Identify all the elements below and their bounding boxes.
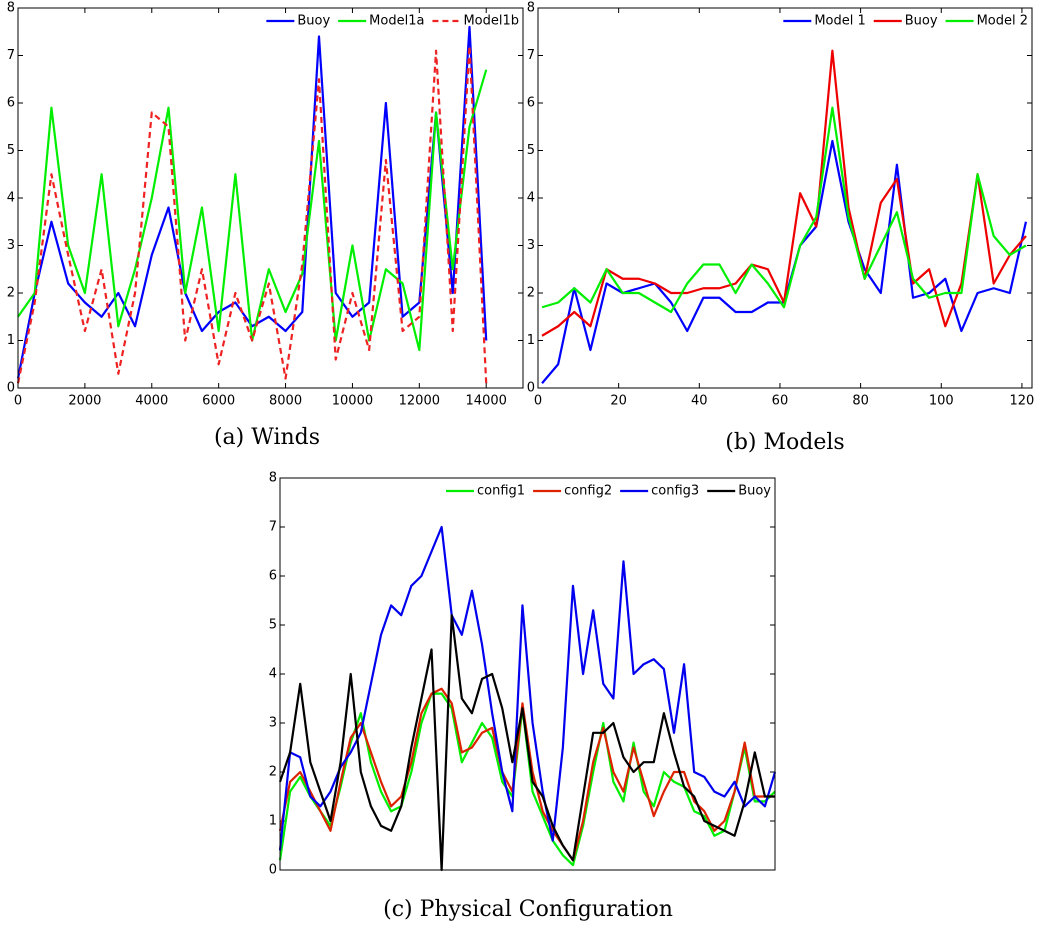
legend-label: Model1b <box>463 14 519 29</box>
y-tick-label: 5 <box>527 143 535 158</box>
x-tick-label: 2000 <box>68 394 101 409</box>
y-tick-label: 0 <box>527 381 535 396</box>
y-tick-label: 0 <box>269 863 277 878</box>
y-tick-label: 8 <box>527 1 535 16</box>
y-tick-label: 8 <box>7 1 15 16</box>
caption: (c) Physical Configuration <box>383 897 673 922</box>
x-tick-label: 80 <box>852 394 869 409</box>
y-tick-label: 1 <box>269 814 277 829</box>
axes-box <box>537 7 1033 389</box>
x-tick-label: 20 <box>610 394 627 409</box>
legend-label: Model 1 <box>814 14 865 29</box>
legend: Buoy Model1a Model1b <box>266 14 519 29</box>
y-tick-label: 4 <box>7 191 15 206</box>
y-tick-label: 6 <box>7 96 15 111</box>
caption: (b) Models <box>725 430 844 455</box>
y-tick-label: 5 <box>7 143 15 158</box>
y-tick-label: 2 <box>527 286 535 301</box>
x-tick-label: 0 <box>534 394 542 409</box>
y-tick-label: 6 <box>527 96 535 111</box>
y-tick-label: 4 <box>269 667 277 682</box>
y-tick-label: 3 <box>269 716 277 731</box>
y-tick-label: 5 <box>269 618 277 633</box>
x-tick-label: 6000 <box>202 394 235 409</box>
y-tick-label: 0 <box>7 381 15 396</box>
x-tick-label: 100 <box>929 394 954 409</box>
legend-label: config3 <box>651 484 699 499</box>
y-tick-label: 3 <box>527 238 535 253</box>
x-tick-label: 0 <box>14 394 22 409</box>
legend-label: config2 <box>564 484 612 499</box>
data-line <box>541 49 1027 337</box>
legend-label: config1 <box>477 484 525 499</box>
y-tick-label: 3 <box>7 238 15 253</box>
legend-label: Buoy <box>905 14 938 29</box>
y-tick-label: 2 <box>269 765 277 780</box>
x-tick-label: 60 <box>772 394 789 409</box>
y-tick-label: 1 <box>7 333 15 348</box>
y-tick-label: 7 <box>269 520 277 535</box>
y-tick-label: 8 <box>269 471 277 486</box>
x-tick-label: 12000 <box>399 394 440 409</box>
data-line <box>278 525 777 851</box>
data-line <box>16 44 488 384</box>
plot-area <box>538 8 1032 388</box>
axes-box <box>17 7 524 389</box>
legend-label: Buoy <box>297 14 330 29</box>
data-line <box>541 106 1027 314</box>
x-tick-label: 40 <box>691 394 708 409</box>
legend-label: Buoy <box>738 484 771 499</box>
legend-label: Model1a <box>369 14 424 29</box>
x-tick-label: 14000 <box>466 394 507 409</box>
legend: config1 config2 config3 Buoy <box>446 484 771 499</box>
y-tick-label: 2 <box>7 286 15 301</box>
caption: (a) Winds <box>214 425 320 450</box>
x-tick-label: 4000 <box>135 394 168 409</box>
legend-label: Model 2 <box>977 14 1028 29</box>
plot-area <box>18 8 523 388</box>
y-tick-label: 6 <box>269 569 277 584</box>
x-tick-label: 120 <box>1010 394 1035 409</box>
y-tick-label: 4 <box>527 191 535 206</box>
y-tick-label: 7 <box>7 48 15 63</box>
y-tick-label: 7 <box>527 48 535 63</box>
x-tick-label: 10000 <box>332 394 373 409</box>
legend: Model 1 Buoy Model 2 <box>783 14 1028 29</box>
data-line <box>278 614 775 872</box>
x-tick-label: 8000 <box>269 394 302 409</box>
data-line <box>16 25 488 379</box>
y-tick-label: 1 <box>527 333 535 348</box>
axes-box <box>279 477 776 871</box>
